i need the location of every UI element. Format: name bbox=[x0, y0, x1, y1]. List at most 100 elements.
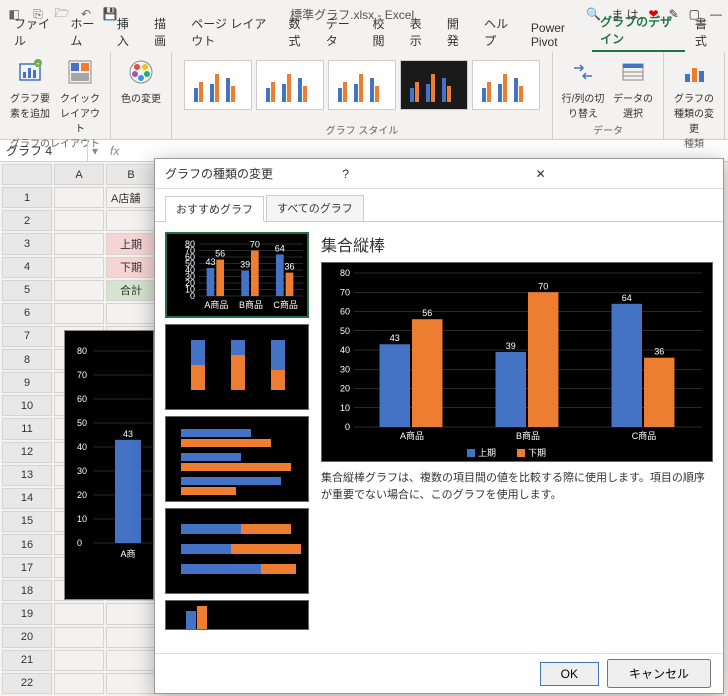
row-header: 8 bbox=[2, 349, 52, 370]
chart-styles-gallery[interactable] bbox=[180, 56, 544, 114]
row-header: 5 bbox=[2, 280, 52, 301]
style-thumb[interactable] bbox=[400, 60, 468, 110]
svg-text:43: 43 bbox=[390, 333, 400, 343]
style-thumb[interactable] bbox=[184, 60, 252, 110]
chart-thumbnails: 010203040506070804356A商品3970B商品6436C商品 bbox=[165, 232, 309, 643]
svg-text:80: 80 bbox=[77, 346, 87, 356]
tab-formulas[interactable]: 数式 bbox=[280, 12, 315, 52]
chart-thumb[interactable] bbox=[165, 600, 309, 630]
help-icon[interactable]: ? bbox=[342, 167, 519, 181]
add-chart-element-button[interactable]: + グラフ要素を追加 bbox=[8, 56, 52, 135]
row-header: 1 bbox=[2, 187, 52, 208]
cancel-button[interactable]: キャンセル bbox=[607, 659, 711, 688]
style-thumb[interactable] bbox=[472, 60, 540, 110]
tab-view[interactable]: 表示 bbox=[402, 12, 437, 52]
row-header: 3 bbox=[2, 233, 52, 254]
chart-thumb[interactable]: 010203040506070804356A商品3970B商品6436C商品 bbox=[165, 232, 309, 318]
add-chart-element-label: グラフ要素を追加 bbox=[8, 90, 52, 120]
svg-text:70: 70 bbox=[340, 287, 350, 297]
namebox-dropdown-icon[interactable]: ▾ bbox=[88, 144, 102, 158]
svg-text:70: 70 bbox=[77, 370, 87, 380]
tab-draw[interactable]: 描画 bbox=[146, 12, 181, 52]
svg-text:30: 30 bbox=[77, 466, 87, 476]
ribbon-tabs: ファイル ホーム 挿入 描画 ページ レイアウト 数式 データ 校閲 表示 開発… bbox=[0, 28, 728, 52]
quick-layout-label: クイックレイアウト bbox=[58, 90, 102, 135]
quick-layout-button[interactable]: クイックレイアウト bbox=[58, 56, 102, 135]
tab-powerpivot[interactable]: Power Pivot bbox=[523, 18, 590, 52]
row-header: 14 bbox=[2, 488, 52, 509]
svg-text:43: 43 bbox=[205, 257, 215, 267]
chart-thumb[interactable] bbox=[165, 416, 309, 502]
row-header: 21 bbox=[2, 650, 52, 671]
svg-text:C商品: C商品 bbox=[632, 430, 657, 441]
name-box[interactable]: グラフ 4 bbox=[0, 140, 88, 161]
svg-text:+: + bbox=[36, 62, 40, 68]
fx-icon[interactable]: fx bbox=[102, 144, 127, 158]
row-header: 16 bbox=[2, 534, 52, 555]
svg-text:39: 39 bbox=[240, 260, 250, 270]
row-header: 7 bbox=[2, 326, 52, 347]
tab-file[interactable]: ファイル bbox=[6, 12, 60, 52]
svg-text:B商品: B商品 bbox=[516, 430, 540, 441]
svg-text:0: 0 bbox=[77, 538, 82, 548]
row-header: 6 bbox=[2, 303, 52, 324]
style-thumb[interactable] bbox=[328, 60, 396, 110]
tab-developer[interactable]: 開発 bbox=[439, 12, 474, 52]
tab-help[interactable]: ヘルプ bbox=[476, 12, 521, 52]
select-data-button[interactable]: データの選択 bbox=[611, 56, 655, 120]
svg-text:39: 39 bbox=[506, 341, 516, 351]
tab-data[interactable]: データ bbox=[318, 12, 363, 52]
tab-all-charts[interactable]: すべてのグラフ bbox=[266, 195, 364, 221]
ok-button[interactable]: OK bbox=[540, 662, 599, 686]
dialog-title: グラフの種類の変更 bbox=[165, 165, 342, 182]
tab-home[interactable]: ホーム bbox=[62, 12, 106, 52]
svg-text:36: 36 bbox=[285, 262, 295, 272]
svg-text:上期: 上期 bbox=[478, 448, 496, 458]
tab-chartdesign[interactable]: グラフのデザイン bbox=[592, 10, 685, 52]
change-colors-button[interactable]: 色の変更 bbox=[119, 56, 163, 105]
embedded-chart[interactable]: 8070605040302010043A商 bbox=[64, 330, 154, 600]
tab-pagelayout[interactable]: ページ レイアウト bbox=[183, 12, 278, 52]
style-thumb[interactable] bbox=[256, 60, 324, 110]
switch-row-col-label: 行/列の切り替え bbox=[561, 90, 605, 120]
svg-text:C商品: C商品 bbox=[273, 299, 298, 310]
chart-thumb[interactable] bbox=[165, 324, 309, 410]
svg-text:36: 36 bbox=[654, 347, 664, 357]
row-header: 22 bbox=[2, 673, 52, 694]
svg-text:10: 10 bbox=[340, 403, 350, 413]
svg-text:80: 80 bbox=[185, 239, 195, 249]
row-header: 17 bbox=[2, 557, 52, 578]
formula-input[interactable] bbox=[127, 149, 728, 153]
change-chart-type-button[interactable]: グラフの種類の変更 bbox=[672, 56, 716, 135]
svg-text:A商: A商 bbox=[120, 548, 135, 559]
svg-text:80: 80 bbox=[340, 268, 350, 278]
change-chart-type-dialog: グラフの種類の変更 ? ✕ おすすめグラフ すべてのグラフ 0 10 20 30 40 5… bbox=[154, 158, 724, 694]
svg-text:64: 64 bbox=[275, 243, 285, 253]
tab-format[interactable]: 書式 bbox=[687, 12, 722, 52]
cell[interactable]: A店舗 bbox=[106, 187, 156, 208]
svg-text:30: 30 bbox=[340, 364, 350, 374]
svg-text:64: 64 bbox=[622, 293, 632, 303]
tab-review[interactable]: 校閲 bbox=[364, 12, 399, 52]
svg-text:下期: 下期 bbox=[528, 448, 546, 458]
group-data-label: データ bbox=[561, 122, 655, 137]
tab-recommended[interactable]: おすすめグラフ bbox=[165, 196, 264, 222]
cell[interactable]: 合計 bbox=[106, 280, 156, 301]
row-header: 10 bbox=[2, 395, 52, 416]
group-styles-label: グラフ スタイル bbox=[180, 122, 544, 137]
svg-text:20: 20 bbox=[340, 384, 350, 394]
cell[interactable]: 下期 bbox=[106, 257, 156, 278]
switch-row-col-button[interactable]: 行/列の切り替え bbox=[561, 56, 605, 120]
svg-text:40: 40 bbox=[340, 345, 350, 355]
svg-text:50: 50 bbox=[340, 326, 350, 336]
cell[interactable]: 上期 bbox=[106, 233, 156, 254]
tab-insert[interactable]: 挿入 bbox=[109, 12, 144, 52]
chart-thumb[interactable] bbox=[165, 508, 309, 594]
svg-text:70: 70 bbox=[538, 281, 548, 291]
chart-preview: 010203040506070804356A商品3970B商品6436C商品上期… bbox=[321, 262, 713, 462]
svg-text:0: 0 bbox=[345, 422, 350, 432]
select-data-label: データの選択 bbox=[611, 90, 655, 120]
svg-text:70: 70 bbox=[250, 240, 260, 250]
row-header: 4 bbox=[2, 257, 52, 278]
close-icon[interactable]: ✕ bbox=[536, 167, 713, 181]
